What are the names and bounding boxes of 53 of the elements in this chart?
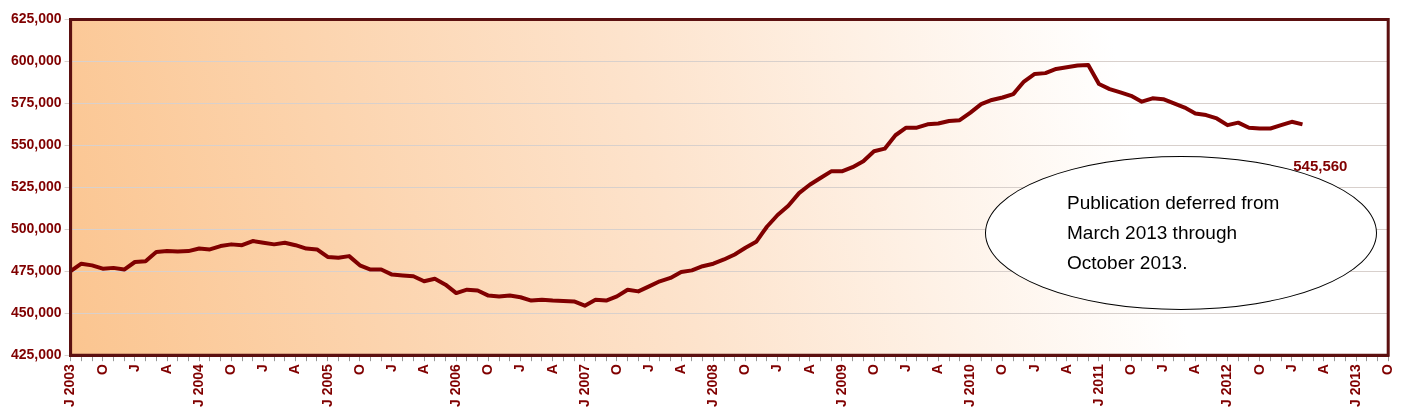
x-tick-label: O <box>222 364 239 376</box>
x-tick-label: J <box>639 364 656 372</box>
x-tick-label: J 2011 <box>1089 363 1106 407</box>
x-tick-label: J <box>768 364 785 372</box>
x-tick-label: J 2005 <box>318 363 335 408</box>
x-tick-label: O <box>1121 364 1138 376</box>
x-tick-label: J 2006 <box>447 363 464 408</box>
x-tick-label: A <box>414 364 431 375</box>
x-tick-label: J 2009 <box>832 363 849 408</box>
x-tick-label: J 2007 <box>575 363 592 408</box>
y-tick-label: 500,000 <box>11 220 62 237</box>
x-tick-label: J <box>382 364 399 372</box>
x-tick-label: J 2003 <box>61 363 78 408</box>
x-tick-label: O <box>607 364 624 376</box>
x-tick-label: J <box>1025 364 1042 372</box>
y-tick-label: 625,000 <box>11 10 62 27</box>
x-tick-label: A <box>929 364 946 375</box>
x-tick-label: O <box>93 364 110 376</box>
x-tick-label: O <box>350 364 367 376</box>
x-tick-label: J 2008 <box>704 363 721 408</box>
x-tick-label: J <box>125 364 142 372</box>
x-tick-label: A <box>1314 364 1331 375</box>
x-tick-label: J 2004 <box>190 363 207 408</box>
x-tick-label: O <box>479 364 496 376</box>
x-tick-label: J <box>511 364 528 372</box>
x-tick-label: O <box>1250 364 1267 376</box>
annotation: Publication deferred from March 2013 through October 2013. <box>1067 191 1281 275</box>
x-tick-label: J 2013 <box>1346 363 1363 408</box>
x-tick-label: O <box>736 364 753 376</box>
y-tick-label: 525,000 <box>11 178 62 195</box>
x-tick-label: A <box>286 364 303 375</box>
x-tick-label: J 2012 <box>1218 363 1235 408</box>
y-tick-label: 600,000 <box>11 52 62 69</box>
x-tick-label: J 2010 <box>961 363 978 408</box>
x-tick-label: A <box>672 364 689 375</box>
x-tick-label: A <box>1057 364 1074 375</box>
x-tick-label: O <box>864 364 881 376</box>
annotation: 545,560 <box>1293 157 1348 175</box>
x-tick-label: A <box>800 364 817 375</box>
y-tick-label: 575,000 <box>11 94 62 111</box>
x-tick-label: J <box>1154 364 1171 372</box>
y-tick-label: 425,000 <box>11 346 62 363</box>
x-tick-label: J <box>254 364 271 372</box>
x-tick-label: J <box>1282 364 1299 372</box>
x-tick-label: A <box>1186 364 1203 375</box>
y-tick-label: 450,000 <box>11 304 62 321</box>
x-tick-label: A <box>157 364 174 375</box>
y-tick-label: 550,000 <box>11 136 62 153</box>
x-tick-label: J <box>897 364 914 372</box>
x-tick-label: O <box>993 364 1010 376</box>
x-tick-label: O <box>1379 364 1396 376</box>
x-tick-label: A <box>543 364 560 375</box>
y-tick-label: 475,000 <box>11 262 62 279</box>
